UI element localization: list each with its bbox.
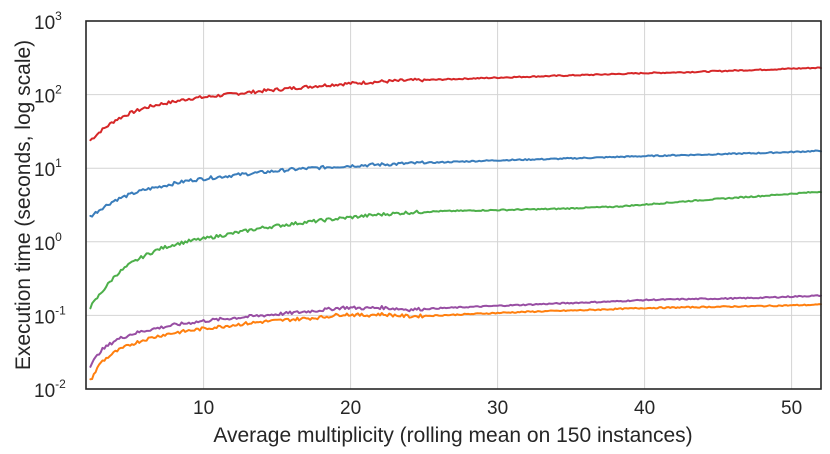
series-line-2: [89, 190, 822, 310]
y-tick-label: 10-1: [34, 303, 66, 328]
x-tick-label: 10: [193, 398, 214, 419]
x-axis-label: Average multiplicity (rolling mean on 15…: [213, 424, 692, 447]
x-tick-label: 40: [634, 398, 655, 419]
series-line-3: [89, 294, 822, 368]
x-tick-label: 30: [487, 398, 508, 419]
y-tick-base: 10: [34, 87, 55, 108]
y-tick-base: 10: [34, 160, 55, 181]
series-line-4: [89, 303, 822, 381]
y-tick-exponent: -1: [55, 303, 66, 317]
y-axis-label: Execution time (seconds, log scale): [12, 40, 35, 370]
y-tick-label: 103: [34, 9, 62, 34]
y-tick-base: 10: [34, 307, 55, 328]
plot-frame: [85, 20, 822, 390]
y-tick-exponent: 0: [55, 230, 62, 244]
y-tick-base: 10: [34, 381, 55, 402]
x-axis-ticks: 10 20 30 40 50: [193, 398, 802, 419]
y-tick-label: 101: [34, 156, 62, 181]
y-tick-exponent: 2: [55, 83, 62, 97]
y-tick-base: 10: [34, 13, 55, 34]
y-tick-exponent: 3: [55, 9, 62, 23]
x-tick-label: 50: [781, 398, 802, 419]
series-lines: [89, 66, 822, 381]
y-tick-label: 100: [34, 230, 62, 255]
series-line-0: [89, 66, 822, 142]
y-tick-base: 10: [34, 234, 55, 255]
series-line-1: [89, 149, 822, 218]
y-tick-exponent: -2: [55, 377, 66, 391]
y-tick-label: 10-2: [34, 377, 66, 402]
gridlines: [86, 21, 821, 389]
x-tick-label: 20: [340, 398, 361, 419]
y-tick-exponent: 1: [55, 156, 62, 170]
y-tick-label: 102: [34, 83, 62, 108]
